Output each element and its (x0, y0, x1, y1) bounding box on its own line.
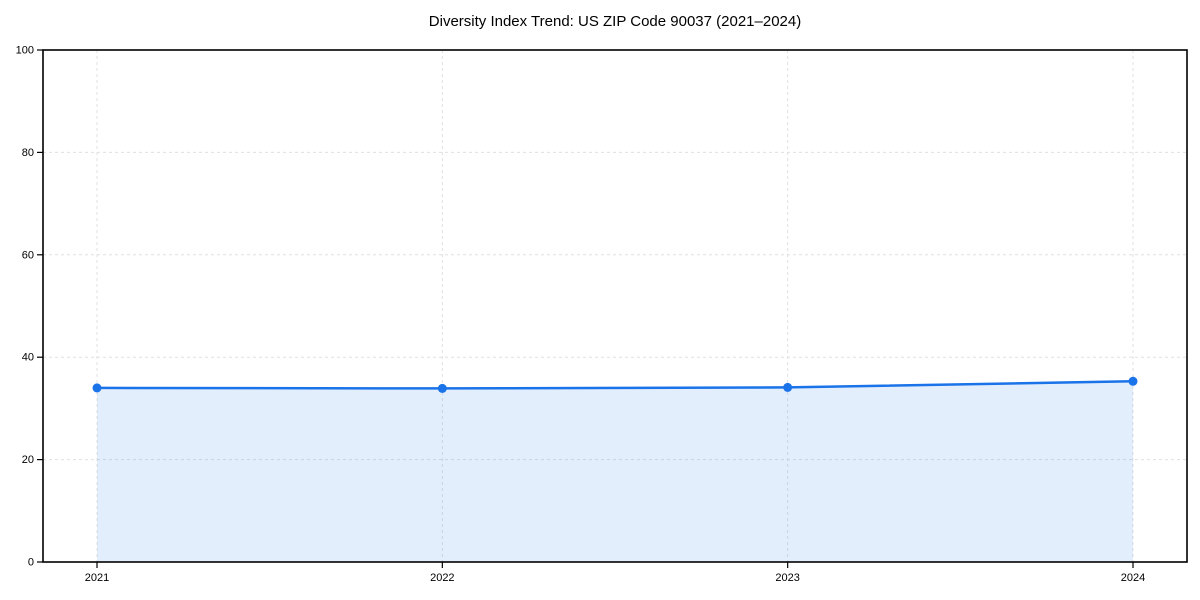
y-axis-tick-label: 80 (22, 147, 34, 159)
x-axis-tick-label: 2022 (430, 572, 454, 584)
y-axis-tick-label: 60 (22, 249, 34, 261)
y-axis-tick-label: 0 (28, 557, 34, 569)
data-point-2022 (437, 383, 447, 393)
data-point-2023 (783, 382, 793, 392)
chart-title: Diversity Index Trend: US ZIP Code 90037… (428, 13, 802, 30)
trend-line (95, 380, 1135, 390)
data-point-2021 (92, 383, 102, 393)
x-axis-tick-label: 2021 (85, 572, 109, 584)
y-axis-tick-label: 100 (16, 45, 34, 57)
y-axis-tick-label: 20 (22, 454, 34, 466)
x-axis-tick-label: 2023 (775, 572, 799, 584)
plot-border (42, 49, 1188, 563)
y-axis-tick-label: 40 (22, 352, 34, 364)
data-point-2024 (1128, 376, 1138, 386)
area-fill (97, 381, 1133, 562)
x-axis-tick-label: 2024 (1121, 572, 1145, 584)
